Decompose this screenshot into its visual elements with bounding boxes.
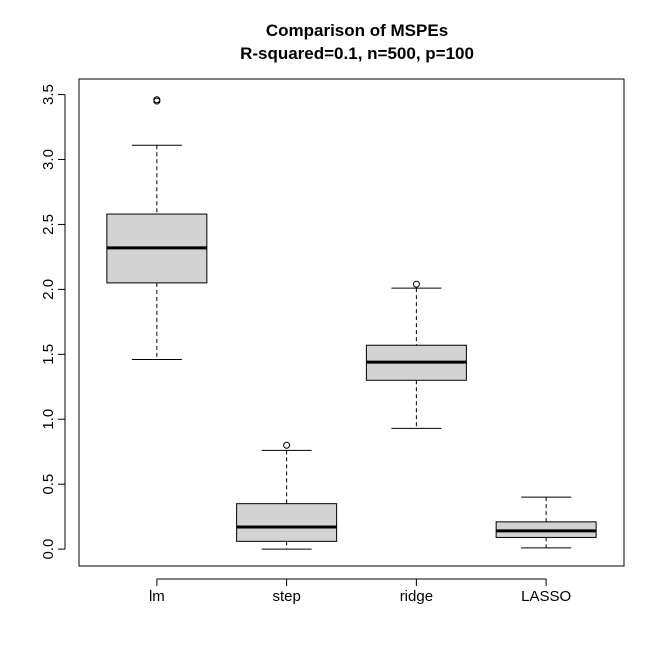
y-tick-label: 1.0 [40, 409, 57, 430]
box-step [236, 441, 338, 550]
box-ridge [365, 280, 467, 429]
x-tick-label: lm [149, 588, 165, 605]
outlier-point [412, 280, 420, 288]
chart-subtitle: R-squared=0.1, n=500, p=100 [240, 44, 474, 63]
boxes-group [106, 96, 597, 550]
y-tick-label: 0.5 [40, 474, 57, 495]
chart-title: Comparison of MSPEs [266, 21, 448, 40]
outlier-point [283, 441, 291, 449]
x-tick-label: LASSO [521, 588, 571, 605]
y-tick-label: 3.0 [40, 149, 57, 170]
x-tick-label: ridge [400, 588, 433, 605]
y-tick-label: 1.5 [40, 344, 57, 365]
y-axis: 0.0 0.5 1.0 1.5 2.0 2.5 3.0 3.5 [40, 84, 66, 560]
plot-frame [78, 78, 625, 567]
box-lasso [495, 496, 597, 549]
x-tick-label: step [272, 588, 300, 605]
y-tick-label: 2.0 [40, 279, 57, 300]
iqr-box [236, 503, 338, 542]
outlier-point [153, 96, 161, 104]
x-axis: lm step ridge LASSO [149, 578, 571, 605]
box-lm [106, 96, 208, 361]
y-tick-label: 3.5 [40, 84, 57, 105]
y-tick-label: 2.5 [40, 214, 57, 235]
y-tick-label: 0.0 [40, 539, 57, 560]
